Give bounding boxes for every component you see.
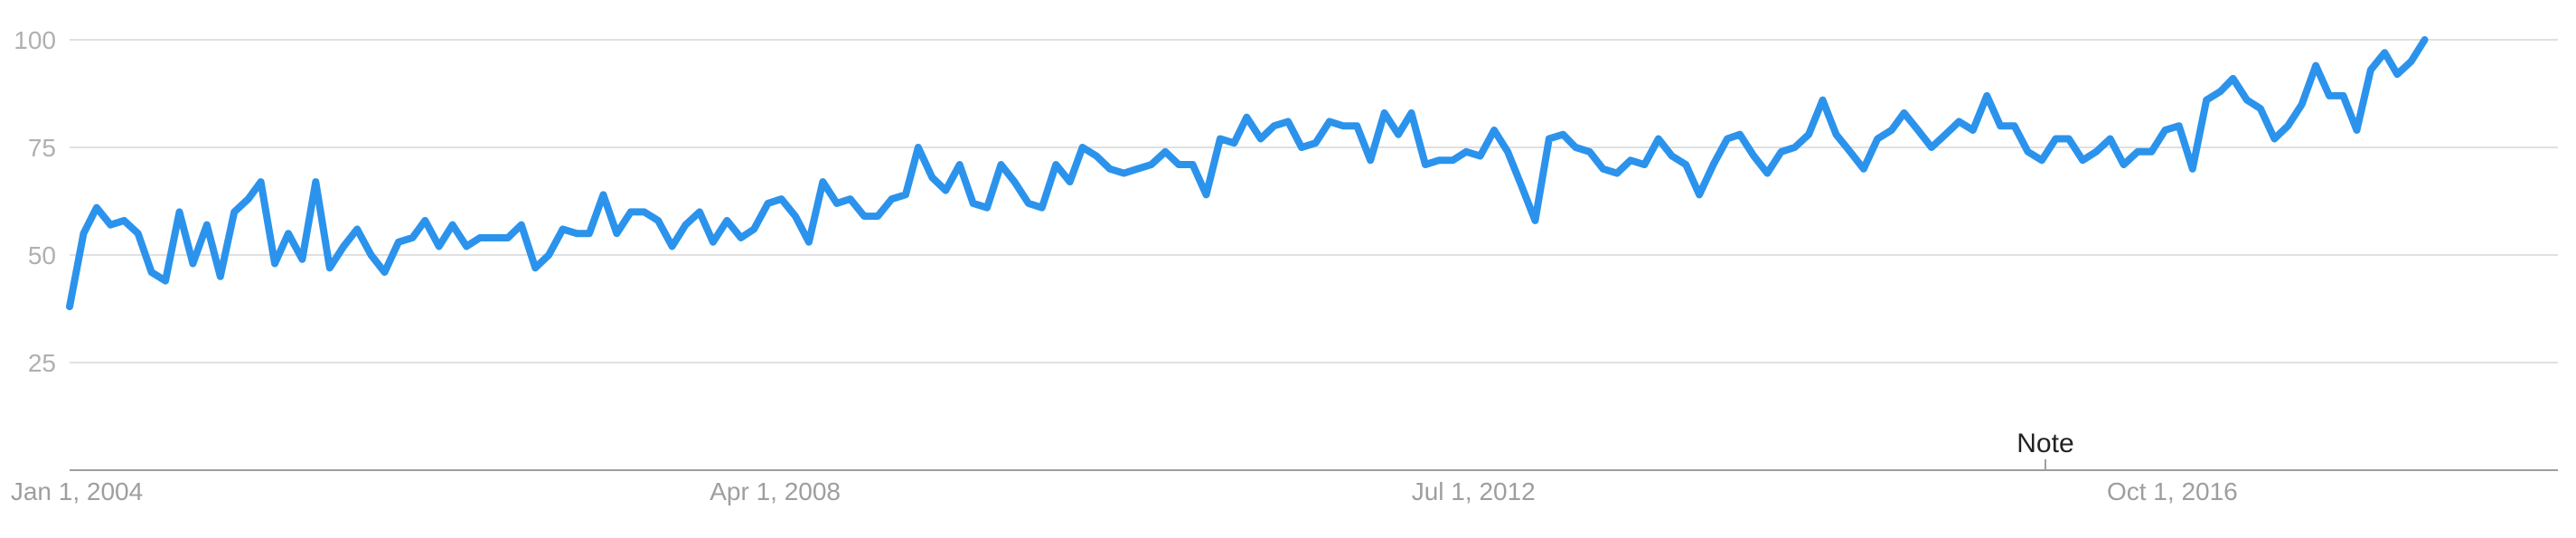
y-axis-ticks: 25 50 75 100	[14, 26, 56, 377]
x-tick-label: Jul 1, 2012	[1412, 477, 1536, 505]
series-line-0[interactable]	[66, 36, 2429, 311]
x-tick-label: Oct 1, 2016	[2107, 477, 2238, 505]
x-tick-label: Apr 1, 2008	[710, 477, 841, 505]
x-tick-label: Jan 1, 2004	[11, 477, 143, 505]
y-tick-label: 25	[28, 349, 56, 377]
note-label[interactable]: Note	[2017, 429, 2073, 458]
y-tick-label: 100	[14, 26, 56, 54]
series-lines	[66, 36, 2429, 311]
y-tick-label: 75	[28, 134, 56, 162]
note-annotation[interactable]: Note	[2017, 429, 2074, 470]
gridlines	[70, 39, 2558, 363]
x-axis-ticks: Jan 1, 2004 Apr 1, 2008 Jul 1, 2012 Oct 1, …	[11, 477, 2238, 505]
y-tick-label: 50	[28, 241, 56, 269]
